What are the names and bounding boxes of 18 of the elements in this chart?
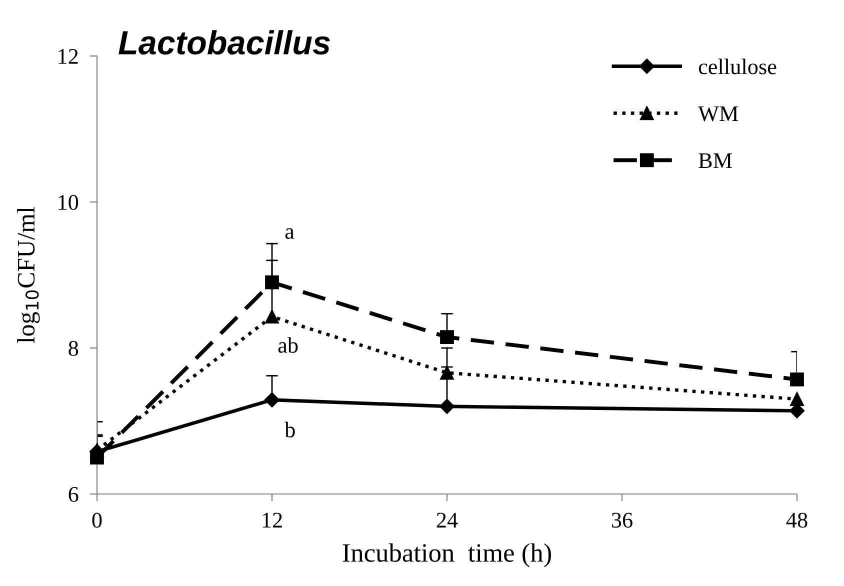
legend-label: cellulose [698,58,776,74]
annotation: ab [278,337,298,353]
x-tick-label: 48 [786,512,808,528]
legend-label: WM [698,106,738,122]
annotation: a [285,228,294,239]
y-tick-label: 12 [58,48,78,64]
legend-label: BM [698,153,732,168]
x-tick-label: 36 [612,512,632,528]
x-tick-label: 0 [92,512,102,528]
annotation: b [284,422,295,438]
x-tick-label: 12 [262,512,282,528]
y-tick-label: 8 [68,340,78,356]
y-axis-title: log$_{10}$CFU/ml [17,207,40,344]
x-tick-label: 24 [436,512,458,528]
y-tick-label: 6 [68,486,78,502]
y-tick-label: 10 [58,194,78,210]
x-axis-title: Incubation time (h) [342,543,551,568]
chart-title: Lactobacillus [118,30,330,55]
